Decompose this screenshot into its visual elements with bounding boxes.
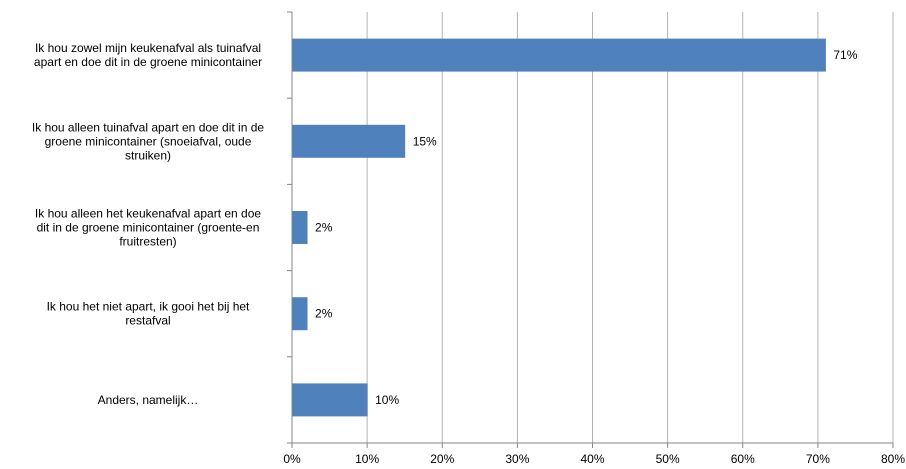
category-labels: Ik hou zowel mijn keukenafval als tuinaf…	[32, 41, 264, 407]
data-label: 10%	[375, 393, 399, 407]
category-label-line: Anders, namelijk…	[98, 393, 199, 407]
category-label: Ik hou het niet apart, ik gooi het bij h…	[47, 300, 250, 328]
data-label: 15%	[413, 134, 437, 148]
category-label-line: dit in de groene minicontainer (groente-…	[37, 221, 260, 235]
category-label-line: apart en doe dit in de groene minicontai…	[34, 55, 262, 69]
bar	[292, 297, 308, 331]
axes	[287, 11, 894, 448]
bar	[292, 383, 368, 417]
x-tick-label: 40%	[580, 452, 604, 466]
category-label-line: groene minicontainer (snoeiafval, oude	[45, 134, 252, 148]
data-labels: 71% 15% 2% 2% 10%	[315, 48, 858, 407]
category-label-line: Ik hou zowel mijn keukenafval als tuinaf…	[35, 41, 261, 55]
category-label: Anders, namelijk…	[98, 393, 199, 407]
bars	[292, 38, 826, 417]
category-label-line: Ik hou alleen tuinafval apart en doe dit…	[32, 120, 264, 134]
x-tick-label: 20%	[430, 452, 454, 466]
x-tick-labels: 0% 10% 20% 30% 40% 50% 60% 70% 80%	[283, 452, 905, 466]
data-label: 2%	[315, 307, 333, 321]
x-tick-label: 10%	[355, 452, 379, 466]
category-label: Ik hou zowel mijn keukenafval als tuinaf…	[34, 41, 262, 69]
gridlines	[366, 12, 894, 443]
x-tick-label: 60%	[731, 452, 755, 466]
category-label: Ik hou alleen het keukenafval apart en d…	[35, 207, 261, 249]
category-label: Ik hou alleen tuinafval apart en doe dit…	[32, 120, 264, 162]
category-label-line: struiken)	[125, 148, 171, 162]
x-tick-label: 50%	[656, 452, 680, 466]
category-label-line: Ik hou het niet apart, ik gooi het bij h…	[47, 300, 250, 314]
x-tick-label: 30%	[505, 452, 529, 466]
category-label-line: restafval	[125, 314, 170, 328]
bar	[292, 124, 406, 158]
category-label-line: fruitresten)	[119, 235, 176, 249]
data-label: 2%	[315, 221, 333, 235]
bar	[292, 211, 308, 244]
x-tick-label: 70%	[806, 452, 830, 466]
bar	[292, 38, 826, 72]
data-label: 71%	[833, 48, 857, 62]
x-tick-label: 0%	[283, 452, 301, 466]
x-tick-label: 80%	[881, 452, 905, 466]
category-label-line: Ik hou alleen het keukenafval apart en d…	[35, 207, 261, 221]
